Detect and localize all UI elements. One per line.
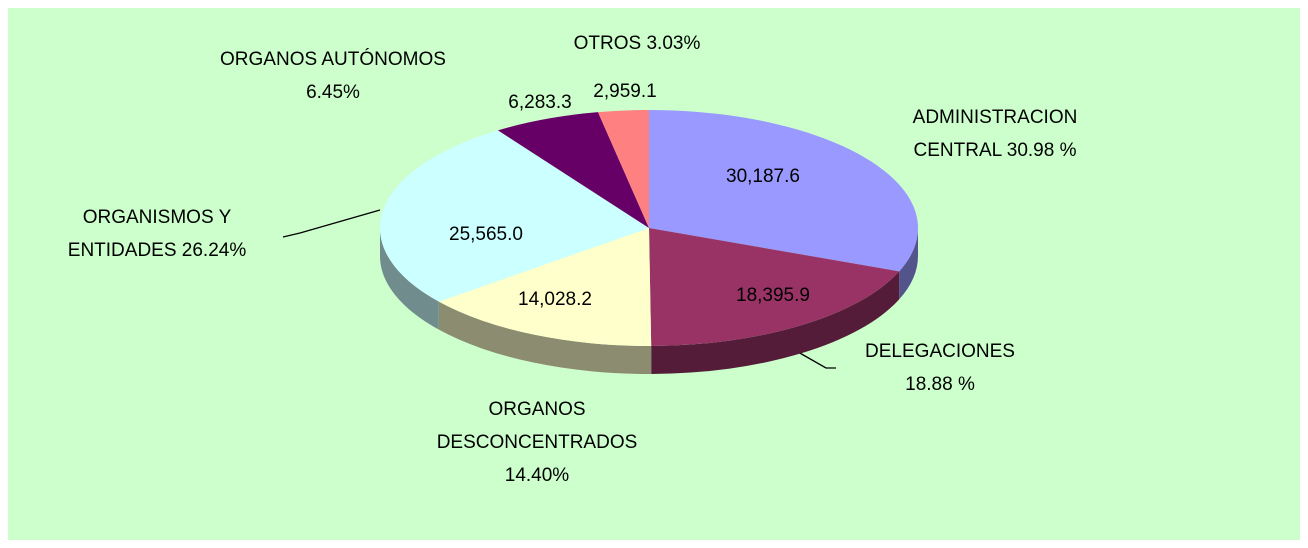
category-label: DELEGACIONES	[865, 341, 1015, 362]
data-label: 25,565.0	[449, 224, 523, 245]
slice	[438, 228, 652, 346]
slice	[649, 228, 900, 346]
category-label: CENTRAL 30.98 %	[914, 140, 1077, 161]
slice-side	[899, 228, 918, 300]
slice	[497, 112, 649, 228]
data-label: 6,283.3	[508, 92, 571, 113]
category-label: 14.40%	[505, 465, 570, 486]
category-label: ORGANISMOS Y	[83, 207, 232, 228]
category-label: ORGANOS	[488, 399, 585, 420]
slice	[597, 110, 649, 228]
leader-line	[797, 351, 836, 369]
leader-line	[282, 209, 381, 238]
slice-side	[438, 301, 652, 374]
data-label: 14,028.2	[518, 289, 592, 310]
data-label: 30,187.6	[726, 166, 800, 187]
data-label: 2,959.1	[593, 81, 656, 102]
data-label: 18,395.9	[736, 285, 810, 306]
category-label: DESCONCENTRADOS	[437, 432, 638, 453]
category-label: OTROS 3.03%	[574, 33, 701, 54]
category-label: ENTIDADES 26.24%	[68, 240, 247, 261]
category-label: 18.88 %	[905, 374, 975, 395]
category-label: ORGANOS AUTÓNOMOS	[220, 48, 446, 70]
slice-side	[380, 228, 439, 330]
slice-side	[651, 271, 900, 374]
slice	[379, 130, 649, 302]
slice	[649, 110, 918, 272]
category-label: ADMINISTRACION	[913, 107, 1078, 128]
category-label: 6.45%	[306, 82, 360, 103]
